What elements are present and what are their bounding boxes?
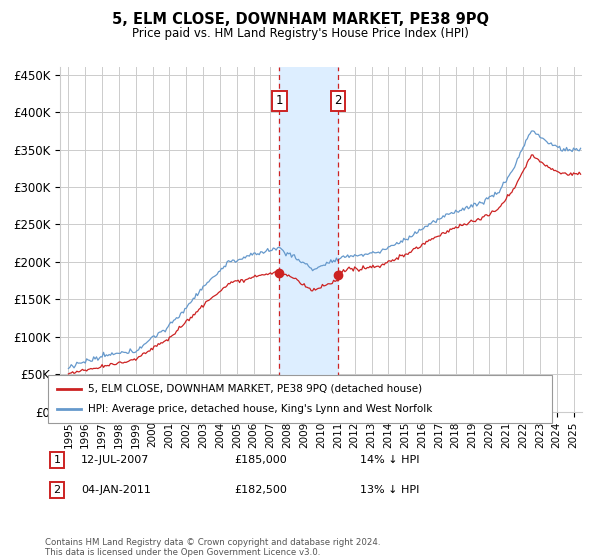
Text: 14% ↓ HPI: 14% ↓ HPI (360, 455, 419, 465)
Text: £182,500: £182,500 (234, 485, 287, 495)
Text: 2: 2 (53, 485, 61, 495)
Text: £185,000: £185,000 (234, 455, 287, 465)
Text: 5, ELM CLOSE, DOWNHAM MARKET, PE38 9PQ: 5, ELM CLOSE, DOWNHAM MARKET, PE38 9PQ (112, 12, 488, 27)
Text: Price paid vs. HM Land Registry's House Price Index (HPI): Price paid vs. HM Land Registry's House … (131, 27, 469, 40)
Text: 2: 2 (334, 95, 342, 108)
Text: HPI: Average price, detached house, King's Lynn and West Norfolk: HPI: Average price, detached house, King… (88, 404, 433, 414)
Bar (280, 67, 338, 412)
Text: Contains HM Land Registry data © Crown copyright and database right 2024.
This d: Contains HM Land Registry data © Crown c… (45, 538, 380, 557)
Text: 5, ELM CLOSE, DOWNHAM MARKET, PE38 9PQ (detached house): 5, ELM CLOSE, DOWNHAM MARKET, PE38 9PQ (… (88, 384, 422, 394)
Text: 04-JAN-2011: 04-JAN-2011 (81, 485, 151, 495)
Text: 12-JUL-2007: 12-JUL-2007 (81, 455, 149, 465)
Text: 1: 1 (275, 95, 283, 108)
Text: 13% ↓ HPI: 13% ↓ HPI (360, 485, 419, 495)
Text: 1: 1 (53, 455, 61, 465)
